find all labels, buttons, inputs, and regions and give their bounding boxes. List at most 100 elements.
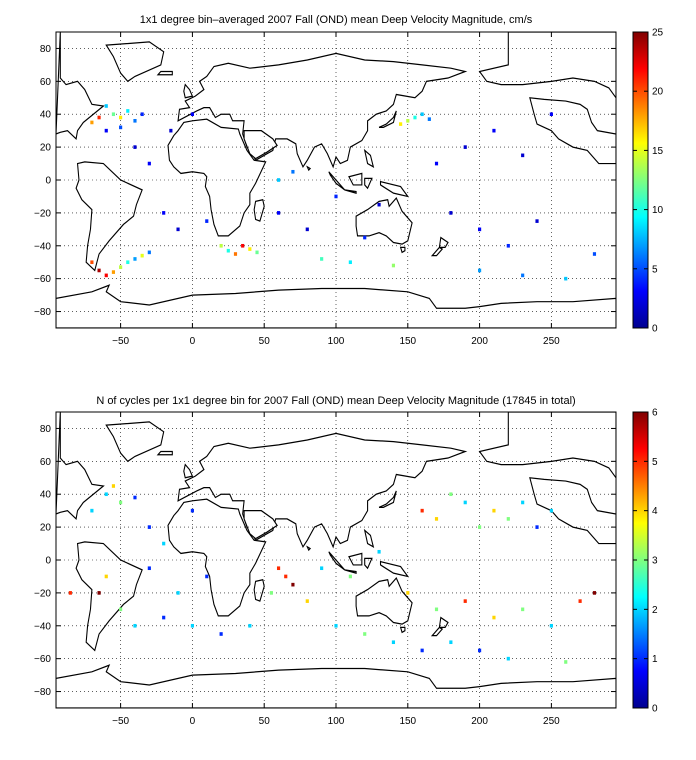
data-bin <box>506 517 510 521</box>
colorbar-tick-label: 0 <box>652 324 658 335</box>
y-tick-label: −40 <box>34 621 51 632</box>
x-tick-label: −50 <box>112 336 129 347</box>
data-bin <box>169 128 173 133</box>
data-bin <box>119 500 123 505</box>
data-bin <box>119 607 123 612</box>
data-bin <box>176 227 180 232</box>
data-bin <box>377 549 381 554</box>
colorbar-ticks: 0 1 2 3 4 5 6 <box>633 408 658 715</box>
data-bin <box>291 582 295 587</box>
y-tick-label: 80 <box>40 424 52 435</box>
x-tick-label: 150 <box>399 716 416 727</box>
colorbar-tick-label: 5 <box>652 457 658 468</box>
data-bin <box>276 178 281 182</box>
y-tick-label: −40 <box>34 241 51 252</box>
data-bin <box>434 517 439 521</box>
data-bin <box>564 276 568 281</box>
data-bin <box>305 599 309 603</box>
data-bin <box>478 268 482 273</box>
data-bin <box>420 112 424 117</box>
x-tick-label: 250 <box>543 336 560 347</box>
data-bin <box>549 112 553 117</box>
data-bin <box>449 640 453 645</box>
y-tick-label: 20 <box>40 523 52 534</box>
data-bin <box>592 252 597 256</box>
y-tick-label: −60 <box>34 654 51 665</box>
x-tick-label: 50 <box>259 716 271 727</box>
data-bin <box>478 227 482 232</box>
data-bin <box>377 202 381 207</box>
data-bin <box>162 615 166 620</box>
data-bin <box>334 194 338 199</box>
data-bin <box>578 599 582 603</box>
data-bin <box>427 117 431 121</box>
data-bin <box>420 508 424 513</box>
data-bin <box>133 623 137 628</box>
y-tick-label: −60 <box>34 274 51 285</box>
x-tick-label: 50 <box>259 336 271 347</box>
data-bin <box>269 591 273 595</box>
data-bin <box>233 252 238 256</box>
data-bin <box>492 128 496 133</box>
data-bin <box>126 260 130 265</box>
data-bin <box>133 118 137 123</box>
data-bin <box>449 211 453 215</box>
data-bin <box>320 566 324 571</box>
y-tick-label: 40 <box>40 490 52 501</box>
y-tick-label: −80 <box>34 687 51 698</box>
data-bin <box>111 484 116 488</box>
data-bin <box>219 632 223 636</box>
colorbar-tick-label: 1 <box>652 654 658 665</box>
data-bin <box>133 257 137 261</box>
data-bin <box>276 566 281 571</box>
data-bin <box>147 250 151 255</box>
data-bin <box>549 623 553 628</box>
data-bin <box>521 273 525 278</box>
data-bin <box>255 250 259 255</box>
data-bin <box>391 640 396 645</box>
data-bin <box>506 656 510 661</box>
data-bin <box>535 219 539 223</box>
data-bin <box>104 492 108 497</box>
data-bin <box>226 248 230 253</box>
data-bin <box>521 500 525 505</box>
velocity-map-panel: 1x1 degree bin–averaged 2007 Fall (OND) … <box>34 14 664 347</box>
data-bin <box>592 591 597 595</box>
data-bin <box>434 607 439 612</box>
y-tick-label: −20 <box>34 208 51 219</box>
colorbar-tick-label: 3 <box>652 556 658 567</box>
data-bin <box>549 508 553 513</box>
data-bin <box>564 660 568 664</box>
data-bin <box>478 648 482 653</box>
data-bin <box>219 243 223 248</box>
data-bin <box>320 257 324 261</box>
cycles-map-panel: N of cycles per 1x1 degree bin for 2007 … <box>34 395 658 727</box>
data-bin <box>391 263 396 268</box>
y-tick-label: −80 <box>34 307 51 318</box>
x-tick-label: 150 <box>399 336 416 347</box>
colorbar-tick-label: 6 <box>652 408 658 419</box>
colorbar-tick-label: 10 <box>652 205 664 216</box>
data-bin <box>363 632 367 636</box>
colorbar-tick-label: 5 <box>652 264 658 275</box>
bins-layer <box>68 484 597 664</box>
data-bin <box>90 260 94 265</box>
data-bin <box>305 227 309 232</box>
colorbar-tick-label: 4 <box>652 506 658 517</box>
data-bin <box>119 125 123 130</box>
data-bin <box>162 211 166 215</box>
data-bin <box>147 566 151 571</box>
data-bin <box>205 219 209 223</box>
data-bin <box>68 591 72 595</box>
chart-title: 1x1 degree bin–averaged 2007 Fall (OND) … <box>140 14 533 26</box>
data-bin <box>434 161 439 166</box>
data-bin <box>248 247 252 251</box>
data-bin <box>140 253 144 258</box>
data-bin <box>133 495 137 500</box>
y-tick-label: 40 <box>40 110 52 121</box>
data-bin <box>97 591 101 595</box>
y-tick-label: 20 <box>40 143 52 154</box>
data-bin <box>97 268 101 273</box>
data-bin <box>140 112 144 117</box>
data-bin <box>420 648 424 653</box>
